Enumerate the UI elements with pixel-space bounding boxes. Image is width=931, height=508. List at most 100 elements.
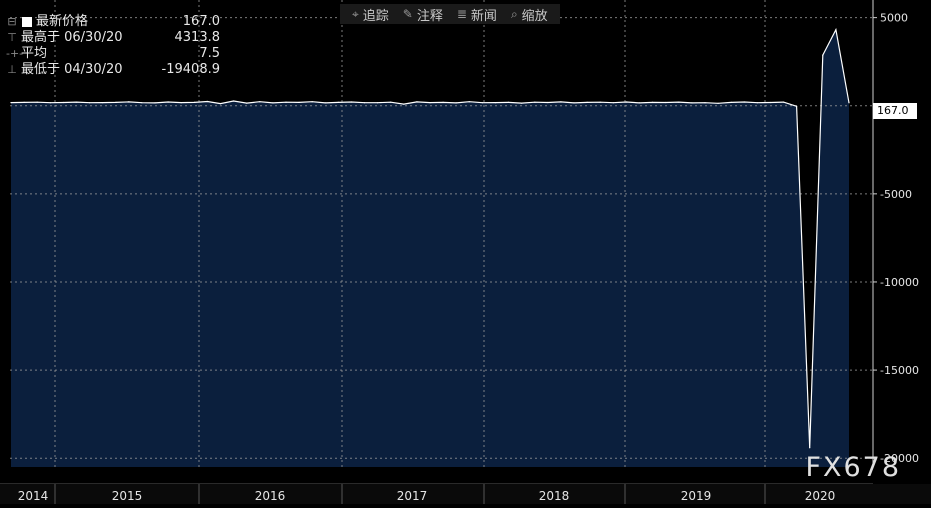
data-point <box>180 102 182 104</box>
data-point <box>89 102 91 104</box>
data-point <box>23 101 25 103</box>
data-point <box>128 101 130 103</box>
high-marker-icon: ⊤ <box>7 31 17 44</box>
data-point <box>782 101 785 103</box>
data-point <box>10 102 12 104</box>
data-point <box>403 103 405 105</box>
legend-low: ⊥ 最低于 04/30/20 -19408.9 <box>6 62 220 78</box>
x-tick-label: 2020 <box>805 489 836 503</box>
data-point <box>521 102 523 104</box>
legend-low-label: 最低于 04/30/20 <box>21 62 123 77</box>
data-point <box>62 101 64 104</box>
y-tick-label: -5000 <box>880 188 912 201</box>
data-point <box>324 102 326 104</box>
data-point <box>337 101 339 103</box>
legend-avg-label: 平均 <box>21 46 48 61</box>
data-point <box>363 102 366 104</box>
data-point <box>141 102 143 104</box>
data-point <box>573 102 575 104</box>
legend-last-label: 最新价格 <box>36 14 89 29</box>
crosshair-icon: ⌖ <box>352 6 359 21</box>
data-point <box>416 101 418 103</box>
y-tick-label: 5000 <box>880 12 908 25</box>
zoom-button[interactable]: ⌕ 缩放 <box>505 5 554 24</box>
data-point <box>756 102 758 104</box>
data-point <box>809 447 811 449</box>
data-point <box>154 102 156 104</box>
news-label: 新闻 <box>470 8 497 24</box>
collapse-icon[interactable]: ⊟ <box>7 15 17 28</box>
y-tick-label: -15000 <box>880 364 919 377</box>
legend-low-value: -19408.9 <box>161 62 220 77</box>
data-point <box>298 101 300 103</box>
legend-last-price[interactable]: ⊟ 最新价格 167.0 <box>6 14 220 30</box>
data-point <box>377 102 379 104</box>
x-tick-label: 2019 <box>681 489 712 503</box>
data-point <box>350 101 352 103</box>
data-point <box>49 102 51 104</box>
low-marker-icon: ⊥ <box>7 63 17 76</box>
data-point <box>468 101 470 103</box>
legend-high: ⊤ 最高于 06/30/20 4313.8 <box>6 30 220 46</box>
data-point <box>848 102 850 104</box>
last-value-tag: 167.0 <box>873 103 917 119</box>
data-point <box>586 101 588 103</box>
data-point <box>599 101 601 103</box>
legend-average: -+- 平均 7.5 <box>6 46 220 62</box>
track-label: 追踪 <box>362 8 389 24</box>
data-point <box>206 100 208 103</box>
x-tick-label: 2018 <box>539 489 570 503</box>
data-point <box>612 102 614 104</box>
data-point <box>652 101 654 103</box>
data-point <box>665 101 667 104</box>
data-point <box>743 101 745 103</box>
data-point <box>36 101 38 103</box>
data-point <box>167 101 169 103</box>
x-tick-label: 2014 <box>18 489 49 503</box>
data-point <box>796 105 798 107</box>
data-point <box>822 54 824 56</box>
data-point <box>638 102 641 104</box>
x-tick-label: 2015 <box>112 489 143 503</box>
data-point <box>193 101 195 103</box>
legend-last-value: 167.0 <box>182 14 220 29</box>
data-point <box>704 102 706 104</box>
data-point <box>547 101 549 104</box>
x-tick-label: 2017 <box>397 489 428 503</box>
data-point <box>534 101 536 103</box>
data-point <box>233 100 235 102</box>
data-point <box>102 102 104 104</box>
data-point <box>246 102 248 104</box>
series-swatch-icon <box>22 17 32 27</box>
legend-high-value: 4313.8 <box>174 30 221 45</box>
data-point <box>311 101 313 103</box>
y-tick-label: -10000 <box>880 276 919 289</box>
data-point <box>494 102 497 104</box>
zoom-label: 缩放 <box>521 8 548 24</box>
data-point <box>285 101 287 103</box>
annotate-label: 注释 <box>416 8 443 24</box>
data-point <box>115 101 117 103</box>
data-point <box>455 102 457 104</box>
series-area <box>11 29 849 467</box>
x-tick-label: 2016 <box>255 489 286 503</box>
data-point <box>769 101 772 104</box>
data-point <box>730 101 732 103</box>
data-point <box>219 103 222 105</box>
annotate-button[interactable]: ✎ 注释 <box>397 5 449 24</box>
data-point <box>560 101 562 103</box>
chart-toolbar: ⌖ 追踪 ✎ 注释 ≣ 新闻 ⌕ 缩放 <box>340 4 560 24</box>
zoom-icon: ⌕ <box>510 6 518 21</box>
data-point <box>390 101 392 103</box>
data-point <box>678 101 680 103</box>
watermark-logo: FX678 <box>805 452 901 483</box>
news-button[interactable]: ≣ 新闻 <box>451 5 503 24</box>
track-button[interactable]: ⌖ 追踪 <box>346 5 395 24</box>
y-tick-label: -20000 <box>880 452 919 465</box>
average-marker-icon: -+- <box>6 47 24 60</box>
data-point <box>259 101 261 103</box>
data-point <box>272 102 274 104</box>
legend-high-label: 最高于 06/30/20 <box>21 30 123 45</box>
